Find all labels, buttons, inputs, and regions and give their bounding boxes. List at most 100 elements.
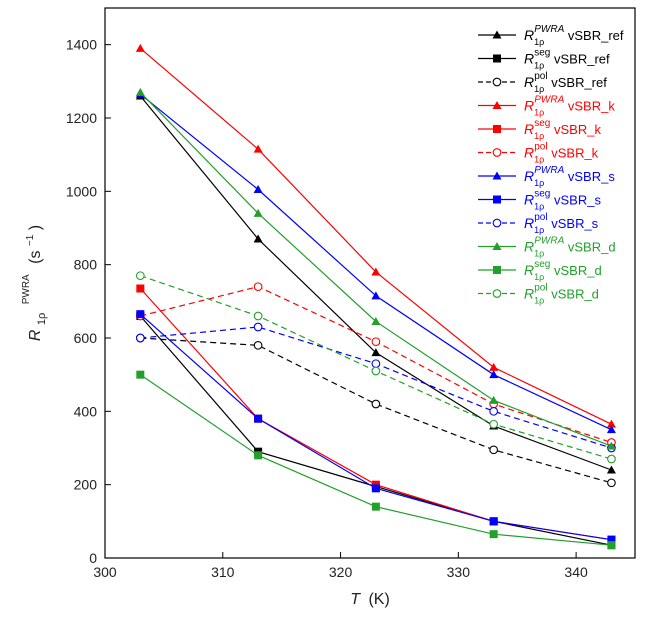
data-point-pol_s (253, 322, 263, 332)
legend-label: R1ρPWRA vSBR_k (524, 95, 615, 118)
axis-ticks: 300 310 320 330 340 0 200 400 600 800 1000 1200 1400 (66, 37, 588, 580)
legend-marker (492, 77, 502, 87)
x-axis-title-main: T (350, 591, 361, 608)
series-pwra_k (135, 43, 616, 428)
series-layer (135, 43, 616, 550)
y-axis-title-unit: (s (27, 251, 44, 264)
data-point-pol_s (135, 333, 145, 343)
data-point-pol_ref (489, 445, 499, 455)
legend-label: R1ρPWRA vSBR_ref (524, 24, 624, 47)
legend-marker (493, 54, 501, 63)
y-tick-label: 800 (74, 257, 98, 273)
y-tick-label: 600 (74, 330, 98, 346)
legend-item-seg_d: R1ρseg vSBR_d (478, 259, 602, 282)
data-point-seg_d (136, 370, 145, 379)
data-point-pwra_d (135, 87, 145, 96)
legend-marker (492, 218, 502, 228)
data-point-pol_k (253, 282, 263, 292)
legend-marker (493, 266, 501, 274)
data-point-pol_k (371, 337, 381, 347)
legend-label: R1ρPWRA vSBR_s (524, 165, 615, 188)
legend-item-pwra_k: R1ρPWRA vSBR_k (478, 95, 615, 118)
legend-item-pwra_ref: R1ρPWRA vSBR_ref (478, 24, 624, 47)
legend-item-pol_k: R1ρpol vSBR_k (478, 142, 599, 165)
series-pol_d (135, 271, 616, 464)
x-tick-label: 300 (93, 564, 117, 580)
x-axis-title-unit: (K) (368, 591, 389, 608)
y-axis-title: R 1ρ PWRA (s −1 ) (16, 225, 49, 341)
data-point-pol_ref (607, 478, 616, 488)
data-point-seg_s (489, 517, 498, 526)
plot-area-frame (104, 7, 636, 559)
legend-item-pwra_s: R1ρPWRA vSBR_s (478, 165, 615, 188)
data-point-pwra_d (606, 441, 616, 450)
data-point-pwra_s (253, 185, 263, 193)
legend-marker (492, 242, 502, 250)
data-point-pwra_k (606, 419, 616, 428)
legend-label: R1ρseg vSBR_ref (524, 48, 610, 71)
data-point-pwra_k (253, 144, 263, 153)
y-axis-title-unit-close: ) (27, 225, 44, 230)
legend-marker (492, 30, 502, 39)
legend-label: R1ρpol vSBR_k (524, 142, 599, 165)
y-axis-title-main: R (27, 329, 44, 341)
data-point-pol_s (489, 406, 499, 416)
data-point-seg_k (136, 284, 145, 293)
legend-marker (492, 148, 502, 157)
data-point-seg_s (254, 414, 263, 423)
data-point-seg_d (371, 502, 380, 511)
legend-label: R1ρPWRA vSBR_d (524, 236, 616, 259)
series-seg_d (136, 370, 616, 550)
data-point-pol_s (371, 359, 381, 369)
legend-marker (493, 125, 501, 133)
data-point-pol_ref (253, 340, 263, 350)
data-point-seg_s (607, 535, 616, 544)
data-point-pol_d (371, 366, 381, 376)
legend-marker (492, 289, 502, 298)
series-seg_ref (136, 312, 616, 550)
y-tick-label: 400 (74, 403, 98, 419)
legend-item-seg_s: R1ρseg vSBR_s (478, 189, 601, 212)
legend-item-pol_ref: R1ρpol vSBR_ref (478, 71, 607, 94)
y-tick-label: 1000 (66, 183, 97, 199)
data-point-seg_s (371, 484, 380, 493)
y-axis-title-sub: 1ρ (36, 313, 48, 325)
data-point-pwra_s (371, 291, 381, 300)
data-point-pol_d (135, 271, 145, 281)
data-point-seg_s (136, 310, 145, 319)
data-point-seg_d (254, 451, 263, 460)
data-point-pwra_s (489, 370, 499, 379)
data-point-pwra_ref (371, 348, 381, 357)
data-point-pwra_k (135, 43, 145, 52)
data-point-pwra_d (489, 395, 499, 404)
series-pol_ref (135, 333, 616, 488)
legend-marker (493, 195, 501, 204)
data-point-pol_d (607, 454, 616, 464)
y-tick-label: 1400 (66, 37, 97, 53)
y-tick-label: 0 (89, 550, 97, 566)
data-point-pwra_ref (606, 465, 616, 474)
data-point-pol_ref (371, 399, 381, 409)
legend-item-seg_k: R1ρseg vSBR_k (478, 118, 601, 141)
y-axis-title-unit-exp: −1 (25, 234, 36, 246)
data-point-pwra_k (489, 362, 499, 371)
series-line-seg_k (139, 288, 612, 541)
x-tick-label: 330 (447, 564, 471, 580)
data-point-pwra_d (253, 208, 263, 217)
legend-label: R1ρseg vSBR_k (524, 118, 601, 141)
data-point-pwra_ref (253, 234, 263, 243)
x-tick-label: 310 (211, 564, 235, 580)
legend-marker (492, 101, 502, 109)
legend-item-pwra_d: R1ρPWRA vSBR_d (478, 236, 616, 259)
data-point-pol_d (253, 311, 263, 321)
series-pwra_d (135, 87, 616, 450)
legend-label: R1ρseg vSBR_d (524, 259, 602, 282)
data-point-pol_d (489, 419, 499, 429)
legend-item-pol_d: R1ρpol vSBR_d (478, 283, 599, 306)
x-tick-label: 340 (564, 564, 588, 580)
data-point-pwra_d (371, 317, 381, 325)
data-point-pwra_s (606, 425, 616, 434)
legend-item-seg_ref: R1ρseg vSBR_ref (478, 48, 610, 71)
legend-marker (492, 171, 502, 180)
